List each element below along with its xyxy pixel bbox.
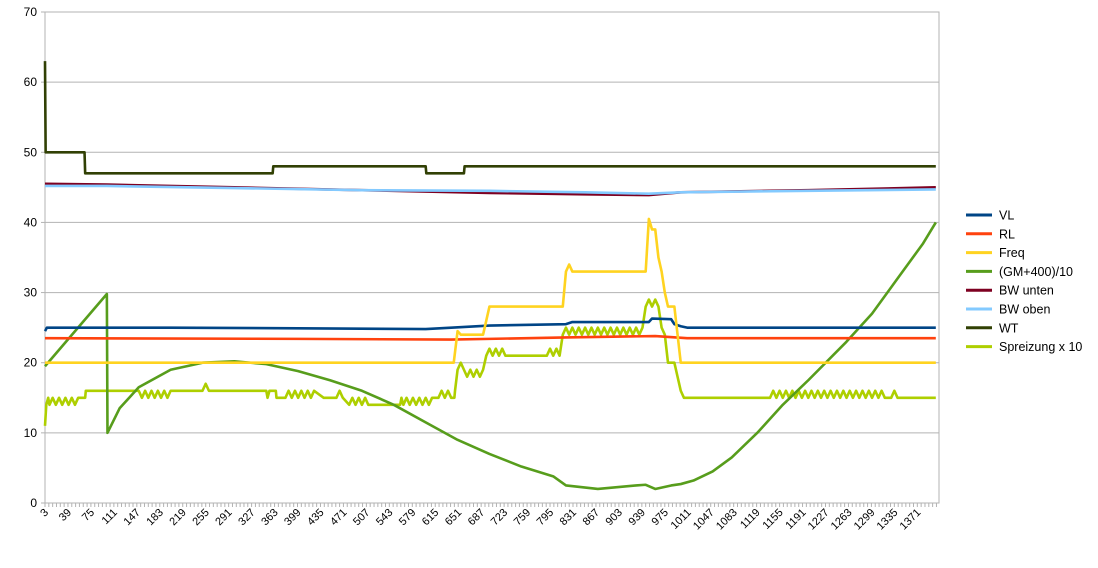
x-tick-label: 651 bbox=[443, 507, 464, 528]
x-axis-ticks: 3 39 75 111 147 183 219 255 291 327 363 399 435 471 50… bbox=[38, 503, 937, 533]
x-tick-label: 1299 bbox=[852, 507, 878, 533]
x-tick-label: 1371 bbox=[898, 507, 924, 533]
y-tick-label: 30 bbox=[24, 286, 38, 300]
x-tick-label: 1011 bbox=[669, 507, 694, 532]
x-tick-label: 327 bbox=[236, 507, 257, 528]
x-tick-label: 363 bbox=[259, 507, 280, 528]
series-lines bbox=[43, 61, 937, 491]
series-line-freq bbox=[45, 217, 936, 365]
x-tick-label: 1083 bbox=[714, 507, 740, 533]
legend-label: BW oben bbox=[999, 303, 1050, 317]
y-tick-label: 60 bbox=[24, 75, 38, 89]
x-tick-label: 507 bbox=[351, 507, 372, 528]
x-tick-label: 579 bbox=[397, 507, 418, 528]
x-tick-label: 939 bbox=[627, 507, 648, 528]
x-tick-label: 1047 bbox=[691, 507, 717, 533]
x-tick-label: 399 bbox=[282, 507, 303, 528]
x-tick-label: 975 bbox=[649, 507, 670, 528]
legend-label: BW unten bbox=[999, 284, 1054, 298]
x-tick-label: 903 bbox=[604, 507, 625, 528]
legend-label: WT bbox=[999, 321, 1019, 335]
y-tick-label: 40 bbox=[24, 215, 38, 229]
y-tick-label: 10 bbox=[24, 426, 38, 440]
x-tick-label: 3 bbox=[38, 507, 51, 520]
x-tick-label: 795 bbox=[535, 507, 556, 528]
x-tick-label: 291 bbox=[213, 507, 234, 528]
legend-label: VL bbox=[999, 209, 1014, 223]
y-axis-ticks: 0 10 20 30 40 50 60 70 bbox=[24, 5, 45, 510]
legend: VL RL Freq (GM+400)/10 BW unten BW oben WT Spre… bbox=[966, 209, 1082, 354]
y-tick-label: 20 bbox=[24, 356, 38, 370]
plot-area bbox=[44, 11, 940, 504]
x-tick-label: 39 bbox=[57, 507, 74, 524]
x-tick-label: 723 bbox=[489, 507, 510, 528]
legend-label: (GM+400)/10 bbox=[999, 265, 1073, 279]
x-tick-label: 1263 bbox=[829, 507, 855, 533]
legend-label: Spreizung x 10 bbox=[999, 340, 1082, 354]
series-line-bw-oben bbox=[45, 184, 936, 195]
x-tick-label: 867 bbox=[581, 507, 602, 528]
x-tick-label: 831 bbox=[558, 507, 579, 528]
x-tick-label: 1119 bbox=[738, 507, 763, 532]
x-tick-label: 435 bbox=[305, 507, 326, 528]
x-tick-label: 1155 bbox=[760, 507, 785, 532]
x-tick-label: 1227 bbox=[806, 507, 832, 533]
x-tick-label: 615 bbox=[420, 507, 441, 528]
x-tick-label: 471 bbox=[328, 507, 349, 528]
y-tick-label: 0 bbox=[30, 496, 37, 510]
x-tick-label: 147 bbox=[121, 507, 142, 528]
x-tick-label: 255 bbox=[190, 507, 211, 528]
x-tick-label: 219 bbox=[167, 507, 188, 528]
x-tick-label: 1335 bbox=[875, 507, 901, 533]
x-tick-label: 1191 bbox=[783, 507, 808, 532]
y-tick-label: 70 bbox=[24, 5, 38, 19]
x-tick-label: 75 bbox=[80, 507, 97, 524]
x-tick-label: 687 bbox=[466, 507, 487, 528]
series-line-wt bbox=[43, 61, 936, 175]
x-tick-label: 111 bbox=[100, 507, 120, 527]
x-tick-label: 543 bbox=[374, 507, 395, 528]
series-line-spreizung-x-10 bbox=[43, 298, 936, 426]
legend-label: RL bbox=[999, 227, 1015, 241]
y-tick-label: 50 bbox=[24, 145, 38, 159]
x-tick-label: 759 bbox=[512, 507, 533, 528]
x-tick-label: 183 bbox=[144, 507, 165, 528]
legend-label: Freq bbox=[999, 246, 1025, 260]
series-line-rl bbox=[44, 334, 936, 341]
